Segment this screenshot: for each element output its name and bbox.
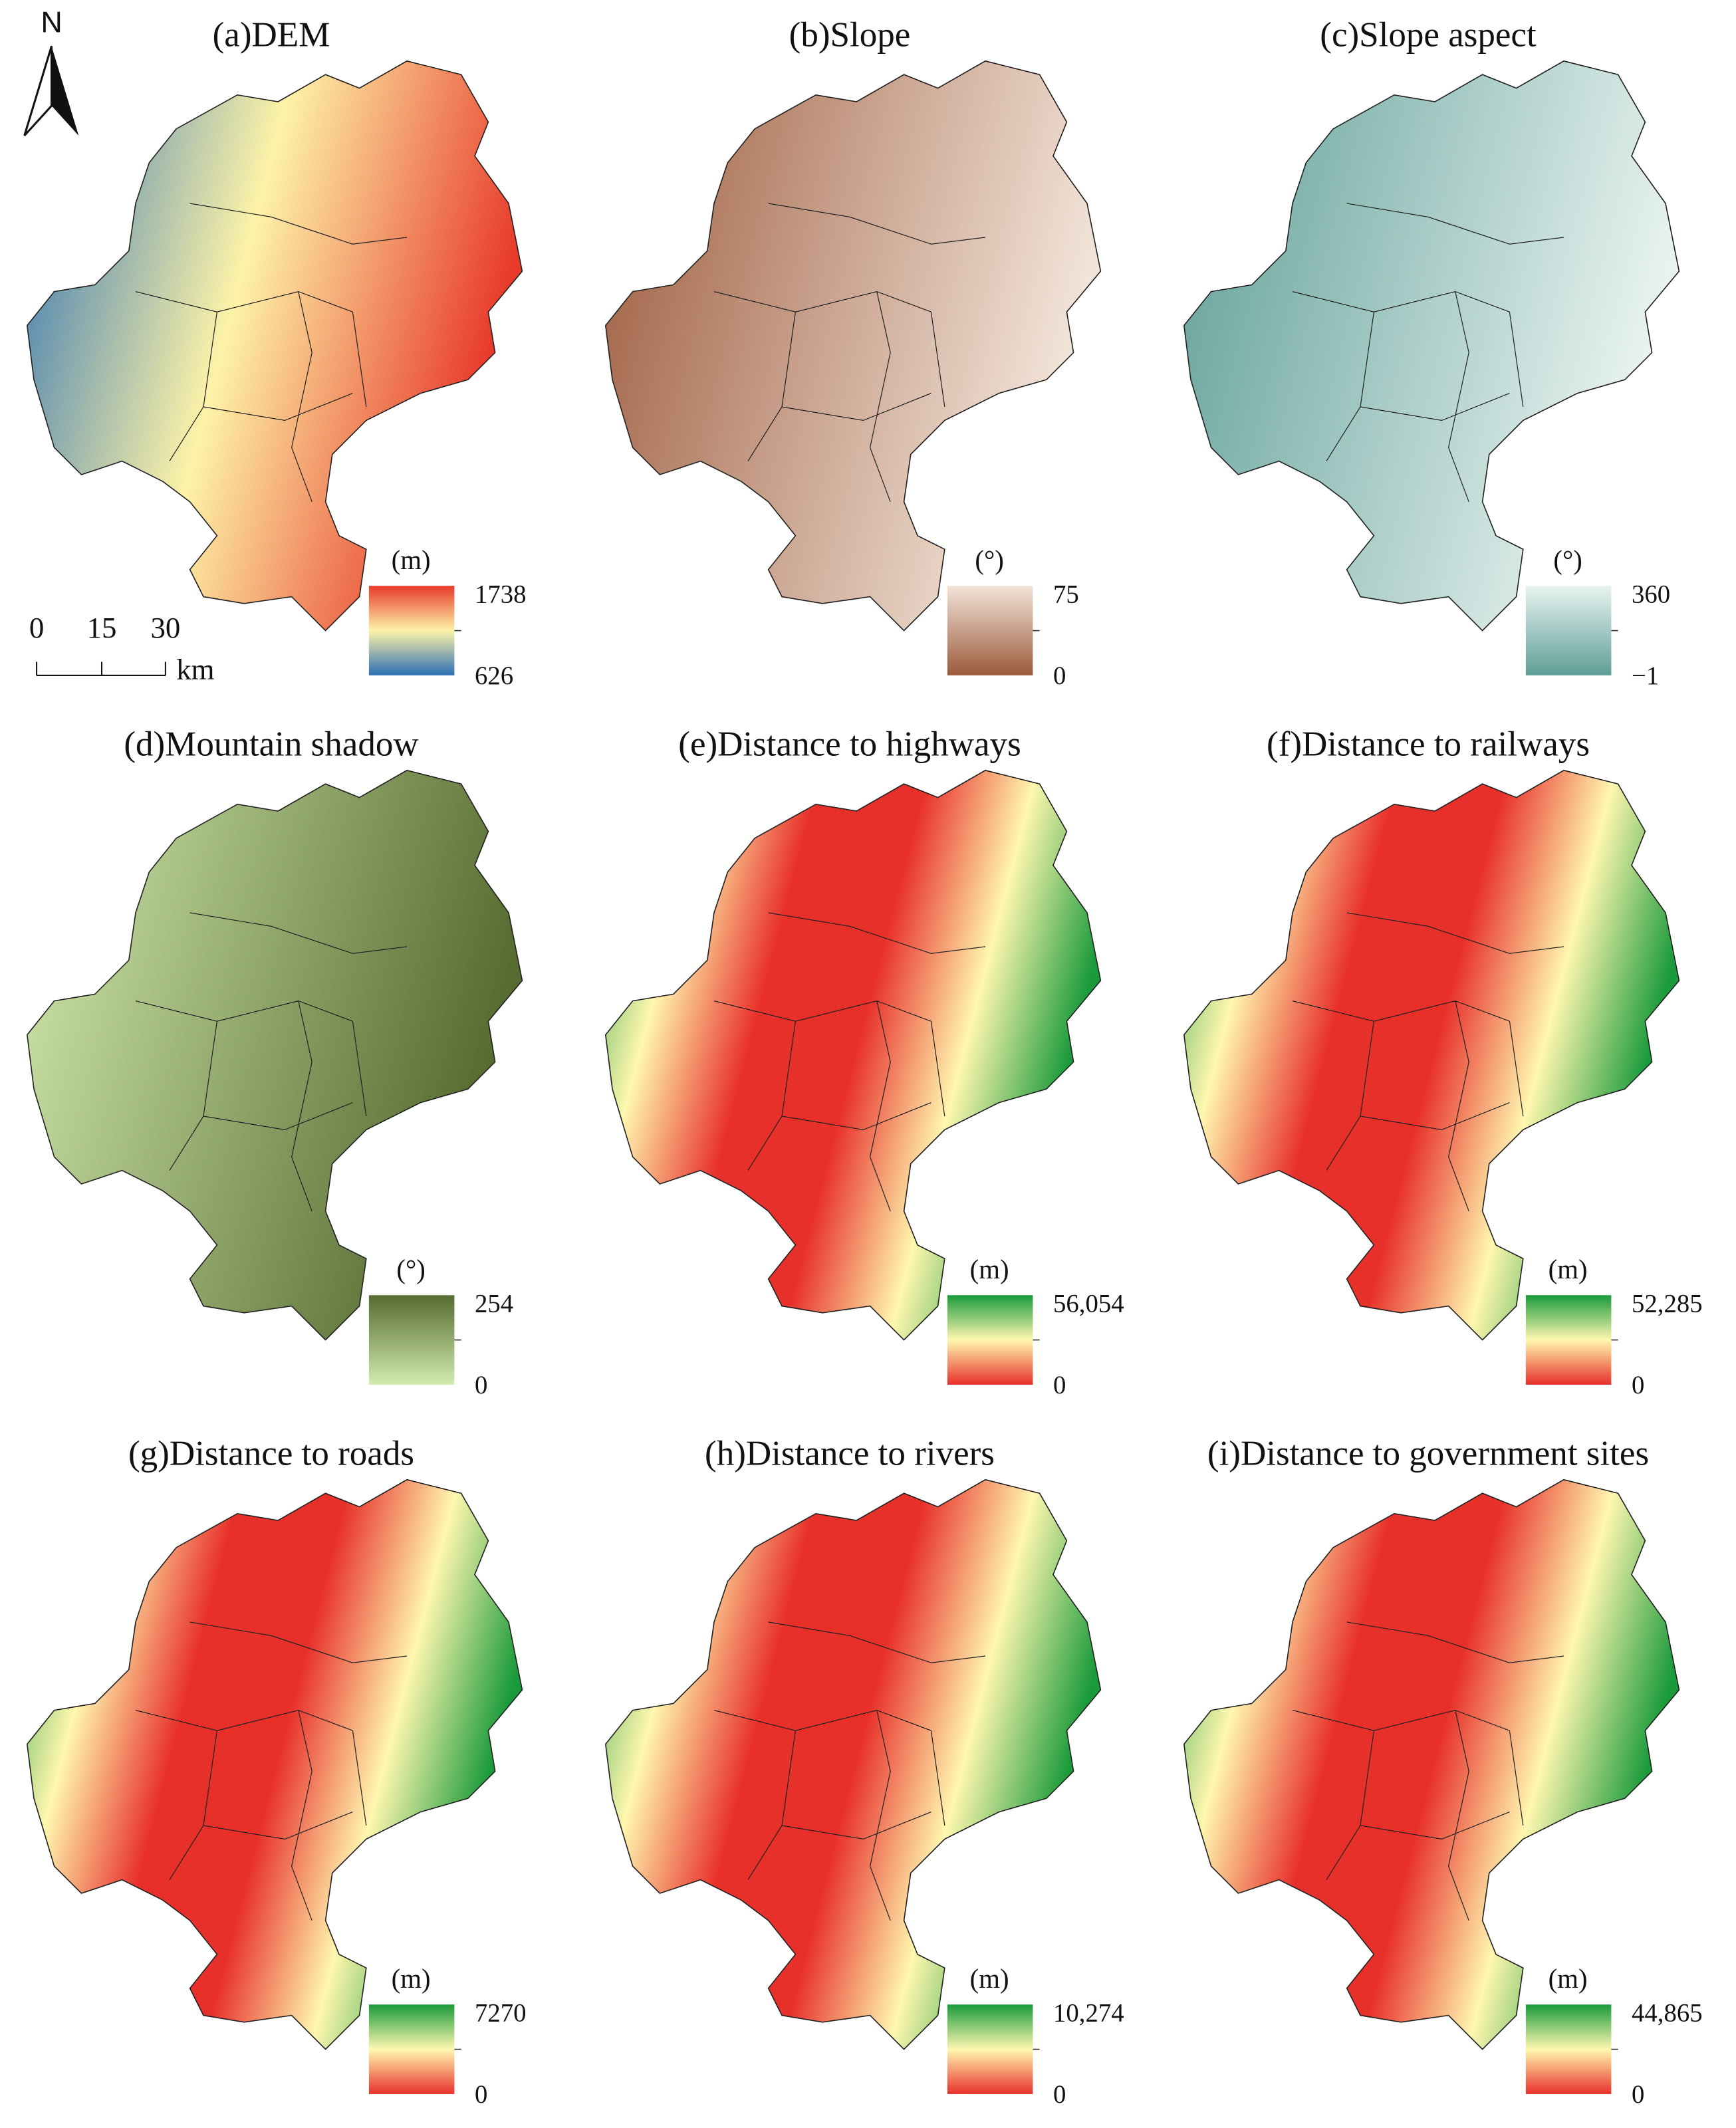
legend-max: 7270 <box>475 1998 527 2027</box>
legend-ramp <box>1525 2004 1612 2094</box>
legend-max: 254 <box>475 1289 513 1318</box>
legend-max: 10,274 <box>1053 1998 1124 2027</box>
legend-ramp <box>1525 586 1612 675</box>
panel: (e)Distance to highways (m) 56,054 0 <box>604 725 1124 1399</box>
panel-title: (i)Distance to government sites <box>1207 1434 1649 1473</box>
legend-unit: (°) <box>1553 545 1582 575</box>
legend-max: 75 <box>1053 580 1079 608</box>
district-boundaries <box>135 912 408 1212</box>
panel: (a)DEM (m) 1738 626 N 0 15 30 km <box>23 5 527 690</box>
legend-ramp <box>368 2004 455 2094</box>
north-arrow-outline <box>23 45 53 137</box>
legend-max: 360 <box>1632 580 1670 608</box>
panel: (d)Mountain shadow (°) 254 0 <box>26 725 523 1399</box>
legend-min: 0 <box>1053 2080 1066 2109</box>
legend-max: 1738 <box>475 580 527 608</box>
scale-label: 0 <box>29 611 44 644</box>
district-boundaries <box>1292 1621 1564 1921</box>
panel-title: (h)Distance to rivers <box>705 1434 995 1473</box>
region-map <box>26 60 523 632</box>
district-boundaries <box>1292 912 1564 1212</box>
legend-ramp <box>368 1295 455 1385</box>
legend-ramp <box>947 2004 1033 2094</box>
district-boundaries <box>713 1621 986 1921</box>
legend-unit: (°) <box>975 545 1004 575</box>
legend-min: 0 <box>475 2080 487 2109</box>
scale-unit: km <box>176 653 214 686</box>
legend-min: 0 <box>1053 661 1066 690</box>
panel-title: (g)Distance to roads <box>128 1434 414 1473</box>
legend-ramp <box>1525 1295 1612 1385</box>
legend-min: 0 <box>1053 1371 1066 1399</box>
panel-title: (b)Slope <box>789 15 911 54</box>
legend-unit: (m) <box>1549 1964 1588 1994</box>
legend-max: 56,054 <box>1053 1289 1124 1318</box>
legend-ramp <box>368 586 455 675</box>
legend-unit: (m) <box>970 1964 1009 1994</box>
district-boundaries <box>1292 203 1564 503</box>
legend-max: 52,285 <box>1632 1289 1703 1318</box>
panel: (h)Distance to rivers (m) 10,274 0 <box>604 1434 1124 2109</box>
legend-min: 0 <box>1632 2080 1644 2109</box>
region-map <box>1183 1478 1680 2050</box>
legend-ramp <box>947 586 1033 675</box>
panel: (g)Distance to roads (m) 7270 0 <box>26 1434 527 2109</box>
district-boundaries <box>135 1621 408 1921</box>
region-map <box>26 1478 523 2050</box>
region-map <box>604 60 1102 632</box>
panel: (f)Distance to railways (m) 52,285 0 <box>1183 725 1703 1399</box>
panel-title: (e)Distance to highways <box>678 725 1021 763</box>
legend-unit: (m) <box>970 1254 1009 1284</box>
legend-min: −1 <box>1632 661 1659 690</box>
legend-max: 44,865 <box>1632 1998 1703 2027</box>
north-arrow <box>51 46 79 136</box>
north-label: N <box>41 5 62 39</box>
region-map <box>1183 769 1680 1341</box>
panel: (i)Distance to government sites (m) 44,865… <box>1183 1434 1703 2109</box>
legend-unit: (m) <box>392 1964 431 1994</box>
scale-label: 15 <box>87 611 117 644</box>
panel-title: (a)DEM <box>213 15 330 54</box>
legend-unit: (m) <box>392 545 431 575</box>
region-map <box>26 769 523 1341</box>
scale-label: 30 <box>150 611 180 644</box>
legend-unit: (°) <box>396 1254 425 1284</box>
panel: (b)Slope (°) 75 0 <box>604 15 1102 690</box>
district-boundaries <box>135 203 408 503</box>
district-boundaries <box>713 203 986 503</box>
panel: (c)Slope aspect (°) 360 −1 <box>1183 15 1680 690</box>
legend-min: 0 <box>1632 1371 1644 1399</box>
legend-min: 626 <box>475 661 513 690</box>
region-map <box>604 1478 1102 2050</box>
legend-ramp <box>947 1295 1033 1385</box>
panel-title: (d)Mountain shadow <box>124 725 419 763</box>
legend-unit: (m) <box>1549 1254 1588 1284</box>
panel-title: (f)Distance to railways <box>1267 725 1590 763</box>
district-boundaries <box>713 912 986 1212</box>
region-map <box>604 769 1102 1341</box>
panel-title: (c)Slope aspect <box>1320 15 1537 54</box>
legend-min: 0 <box>475 1371 487 1399</box>
region-map <box>1183 60 1680 632</box>
